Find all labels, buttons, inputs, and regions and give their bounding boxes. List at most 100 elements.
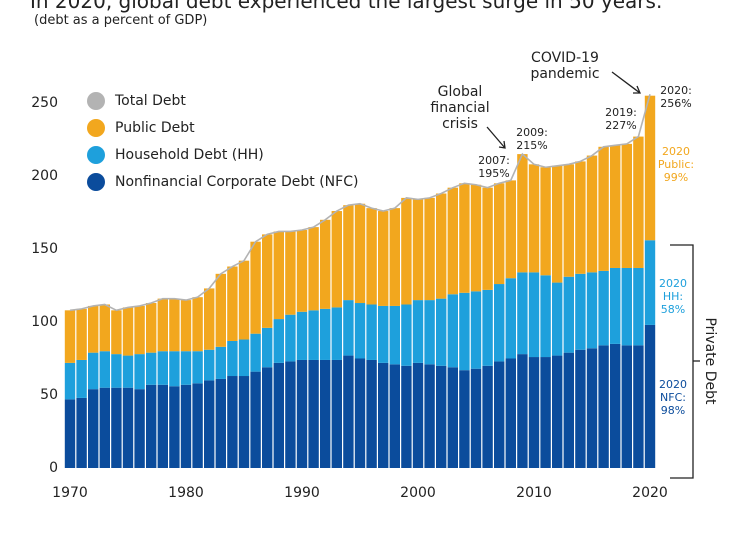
bar-segment (238, 376, 250, 468)
bar-segment (308, 359, 319, 468)
legend-label: Nonfinancial Corporate Debt (NFC) (115, 174, 358, 190)
bar-segment (633, 136, 644, 268)
bar-segment (540, 275, 551, 358)
bar-segment (331, 307, 342, 360)
annotation: HH: (663, 290, 683, 303)
bar-segment (633, 267, 644, 346)
annotation: financial (430, 100, 489, 116)
bar-segment (204, 380, 215, 468)
y-tick-label: 100 (31, 314, 58, 330)
arrow (611, 71, 641, 94)
bar-segment (366, 304, 377, 360)
legend-swatch (87, 119, 105, 137)
bar-segment (99, 304, 110, 352)
bar-segment (273, 231, 284, 320)
bar-segment (88, 389, 99, 468)
bar-segment (262, 327, 273, 368)
legend-swatch (87, 173, 105, 191)
bar-segment (215, 346, 226, 379)
bar-segment (528, 272, 540, 358)
bar-segment (552, 355, 563, 468)
bar-segment (88, 305, 99, 353)
bar-segment (482, 187, 493, 290)
bar-segment (598, 146, 609, 271)
bar-segment (157, 298, 168, 352)
bar-segment (111, 354, 122, 388)
bar-segment (192, 297, 203, 352)
bar-segment (494, 183, 505, 285)
bar-segment (610, 145, 621, 268)
annotation: crisis (442, 116, 478, 132)
bar-segment (343, 205, 354, 301)
bar-segment (180, 351, 192, 385)
bar-segment (621, 267, 632, 346)
bar-segment (401, 197, 412, 305)
bar-segment (250, 241, 261, 334)
bar-segment (157, 384, 168, 468)
bar-segment (285, 231, 296, 315)
bar-segment (378, 305, 389, 363)
bar-segment (204, 349, 215, 381)
bar-segment (273, 362, 284, 468)
bar-segment (470, 184, 482, 292)
bar-segment (354, 203, 366, 304)
bar-segment (436, 365, 447, 468)
bar-segment (517, 272, 528, 355)
bar-segment (528, 164, 540, 273)
legend-label: Public Debt (115, 120, 195, 136)
bar-segment (308, 310, 319, 360)
bar-segment (598, 345, 609, 468)
bar-segment (146, 352, 157, 385)
bar-segment (227, 340, 238, 377)
bar-segment (169, 386, 180, 468)
legend-label: Total Debt (114, 93, 186, 109)
bar-segment (343, 355, 354, 468)
bar-segment (424, 300, 435, 365)
bar-segment (552, 282, 563, 356)
bar-segment (238, 260, 250, 340)
annotation: 2019: (605, 106, 637, 119)
bar-segment (389, 364, 400, 468)
bar-segment (610, 343, 621, 468)
bar-segment (192, 351, 203, 384)
bar-segment (134, 354, 145, 390)
bar-segment (366, 359, 377, 468)
bar-segment (308, 227, 319, 311)
bar-segment (296, 230, 308, 312)
bar-segment (586, 348, 598, 468)
x-tick-label: 2020 (632, 485, 668, 501)
annotation: 2020 (662, 145, 690, 158)
legend-swatch (87, 92, 105, 110)
bar-segment (320, 359, 331, 468)
bar-segment (296, 311, 308, 360)
bar-segment (215, 378, 226, 468)
bar-segment (644, 324, 656, 468)
bar-segment (424, 364, 435, 468)
bar-segment (146, 303, 157, 353)
annotation: 215% (516, 139, 547, 152)
bar-segment (122, 355, 134, 388)
bar-segment (517, 354, 528, 468)
bar-segment (320, 308, 331, 360)
total-line (69, 94, 651, 312)
x-tick-label: 2010 (516, 485, 552, 501)
bar-segment (610, 267, 621, 344)
bar-segment (540, 357, 551, 468)
bar-segment (436, 298, 447, 366)
chart-subtitle: (debt as a percent of GDP) (34, 13, 207, 28)
bar-segment (447, 367, 458, 468)
bar-segment (644, 95, 656, 241)
bar-segment (552, 165, 563, 283)
bar-segment (482, 365, 493, 468)
bar-segment (227, 376, 238, 468)
bar-segment (343, 300, 354, 356)
bar-segment (470, 368, 482, 468)
bar-segment (412, 199, 424, 301)
bar-segment (76, 359, 87, 398)
y-tick-label: 200 (31, 168, 58, 184)
bar-segment (598, 270, 609, 346)
bar-segment (262, 234, 273, 328)
bar-segment (64, 310, 76, 363)
bar-segment (424, 197, 435, 301)
